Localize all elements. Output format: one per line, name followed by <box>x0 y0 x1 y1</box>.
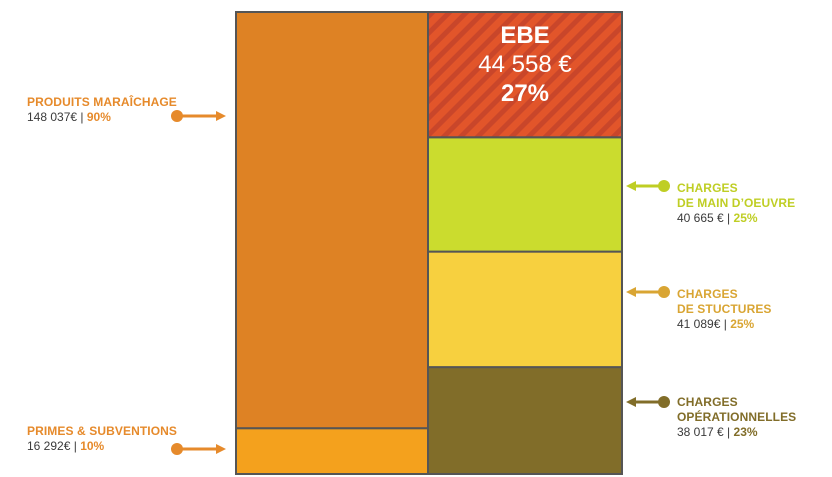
label-operationnelles-title2: OPÉRATIONNELLES <box>677 410 797 424</box>
ebe-title: EBE <box>500 22 550 49</box>
label-structures-title2: DE STUCTURES <box>677 302 772 316</box>
label-operationnelles: CHARGES OPÉRATIONNELLES 38 017 € | 23% <box>677 395 796 440</box>
connector-structures <box>626 286 670 298</box>
label-structures-title1: CHARGES <box>677 287 738 301</box>
segment-main-oeuvre <box>427 136 623 253</box>
label-produits-sep: | <box>77 110 87 124</box>
segment-ebe <box>427 11 623 139</box>
connector-produits <box>171 110 226 122</box>
ebe-label: EBE 44 558 € 27% <box>428 22 622 108</box>
segment-produits <box>235 11 429 430</box>
label-operationnelles-title1: CHARGES <box>677 395 738 409</box>
connector-main-oeuvre <box>626 180 670 192</box>
label-primes-title: PRIMES & SUBVENTIONS <box>27 424 178 438</box>
label-main-oeuvre-amount: 40 665 € <box>677 211 724 225</box>
label-structures: CHARGES DE STUCTURES 41 089€ | 25% <box>677 287 772 332</box>
connector-operationnelles <box>626 396 670 408</box>
segment-structures <box>427 250 623 369</box>
label-structures-sep: | <box>720 317 731 331</box>
label-operationnelles-sep: | <box>723 425 734 439</box>
ebe-percent: 27% <box>500 80 550 107</box>
label-main-oeuvre-title2: DE MAIN D’OEUVRE <box>677 196 796 210</box>
label-structures-percent: 25% <box>730 317 755 331</box>
ebe-amount: 44 558 € <box>478 51 572 78</box>
label-primes-sep: | <box>70 439 81 453</box>
label-produits-percent: 90% <box>86 110 111 124</box>
label-produits-amount: 148 037€ <box>27 110 78 124</box>
label-main-oeuvre: CHARGES DE MAIN D’OEUVRE 40 665 € | 25% <box>677 181 795 226</box>
label-produits-title: PRODUITS MARAÎCHAGE <box>27 95 177 109</box>
label-operationnelles-percent: 23% <box>733 425 758 439</box>
label-main-oeuvre-percent: 25% <box>733 211 758 225</box>
segment-operationnelles <box>427 366 623 475</box>
label-produits: PRODUITS MARAÎCHAGE 148 037€ | 90% <box>27 95 177 125</box>
label-primes-percent: 10% <box>80 439 105 453</box>
segment-primes <box>235 427 429 476</box>
label-primes: PRIMES & SUBVENTIONS 16 292€ | 10% <box>27 424 177 454</box>
label-operationnelles-amount: 38 017 € <box>677 425 724 439</box>
label-structures-amount: 41 089€ <box>677 317 721 331</box>
connector-primes <box>171 443 226 455</box>
label-main-oeuvre-sep: | <box>723 211 734 225</box>
label-primes-amount: 16 292€ <box>27 439 71 453</box>
label-main-oeuvre-title1: CHARGES <box>677 181 738 195</box>
